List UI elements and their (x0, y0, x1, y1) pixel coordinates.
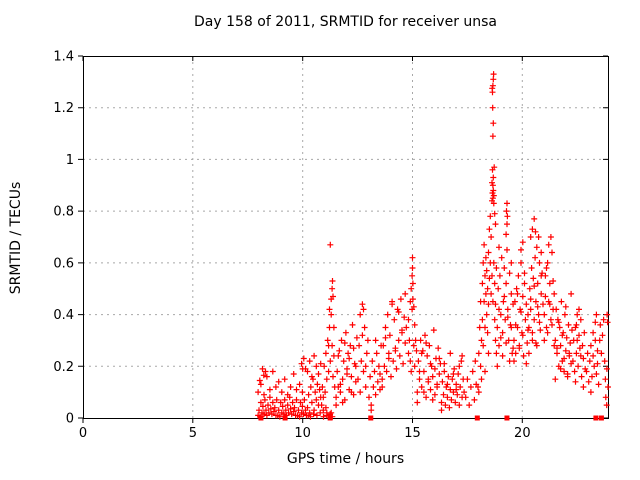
chart-title: Day 158 of 2011, SRMTID for receiver uns… (193, 14, 498, 30)
data-point-square (258, 415, 264, 421)
x-tick-label: 20 (514, 426, 531, 441)
y-tick-label: 0.4 (53, 308, 74, 323)
data-point-square (593, 415, 599, 421)
data-point-square (504, 415, 510, 421)
plot-border (83, 56, 609, 419)
x-tick-label: 10 (294, 426, 311, 441)
y-tick-label: 0.6 (53, 256, 74, 271)
data-point-square (327, 415, 333, 421)
data-point-square (368, 415, 374, 421)
y-tick-label: 1.4 (53, 50, 74, 65)
data-point-square (282, 415, 288, 421)
y-tick-label: 0.8 (53, 205, 74, 220)
x-tick-label: 5 (189, 426, 197, 441)
y-tick-label: 0.2 (53, 360, 74, 375)
grid-lines (83, 56, 608, 418)
x-tick-label: 15 (404, 426, 421, 441)
data-point-square (598, 415, 604, 421)
axis-ticks (78, 55, 608, 423)
y-tick-label: 1 (66, 153, 74, 168)
y-tick-label: 1.2 (53, 101, 74, 116)
x-tick-label: 0 (79, 426, 87, 441)
data-points-plus (255, 71, 611, 420)
x-axis-label: GPS time / hours (286, 451, 405, 467)
data-point-square (474, 415, 480, 421)
y-tick-label: 0 (66, 412, 74, 427)
